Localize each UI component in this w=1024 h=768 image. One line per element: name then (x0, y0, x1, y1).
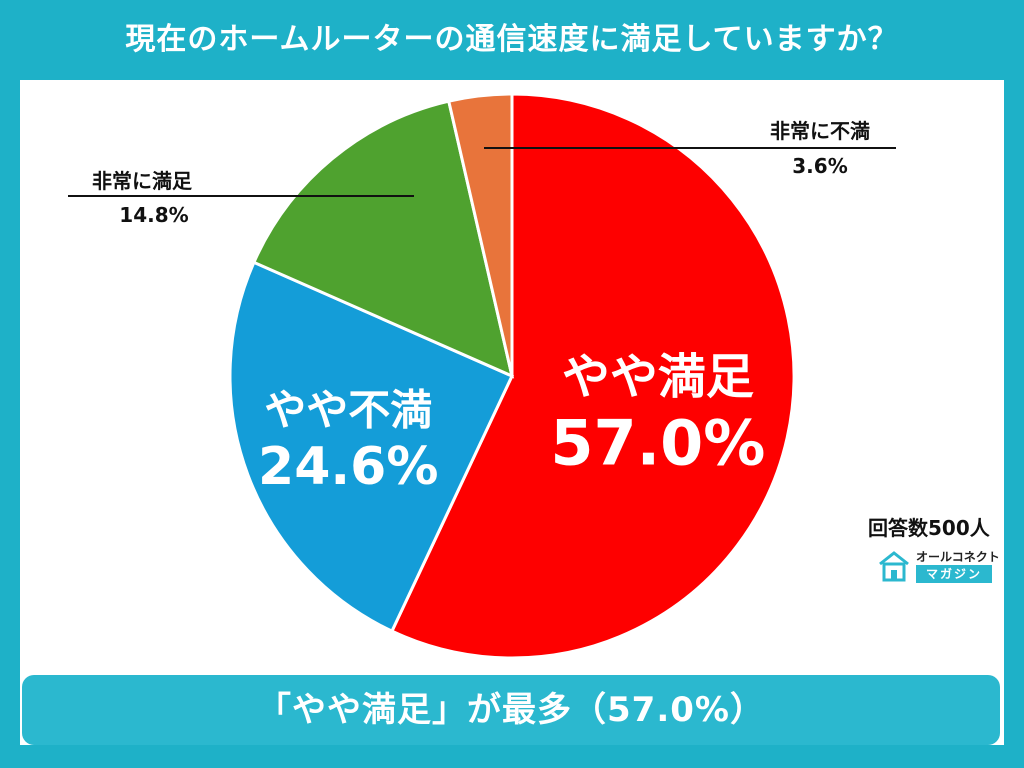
callout-label-2: 非常に満足 (92, 169, 193, 193)
slice-value-1: 24.6% (258, 437, 438, 497)
pie-slice-0 (389, 92, 796, 660)
house-icon (879, 551, 909, 582)
brand-subtitle: マガジン (916, 565, 992, 583)
chart-title: 現在のホームルーターの通信速度に満足していますか？ (125, 22, 899, 57)
slice-value-0: 57.0% (550, 406, 765, 479)
callout-label-3: 非常に不満 (770, 119, 870, 143)
brand-logo: オールコネクト マガジン (876, 548, 1000, 584)
summary-banner: 「やや満足」が最多（57.0%） (22, 675, 1000, 745)
pie-slice-1 (228, 260, 515, 634)
pie-slice-3 (446, 92, 514, 377)
respondent-count: 回答数500人 (868, 516, 990, 540)
callout-value-3: 3.6% (792, 154, 847, 178)
slice-label-0: やや満足 (562, 349, 754, 405)
slice-label-1: やや不満 (264, 385, 432, 434)
pie-slice-2 (251, 99, 515, 379)
callout-value-2: 14.8% (119, 203, 188, 227)
brand-name: オールコネクト (916, 550, 1000, 564)
